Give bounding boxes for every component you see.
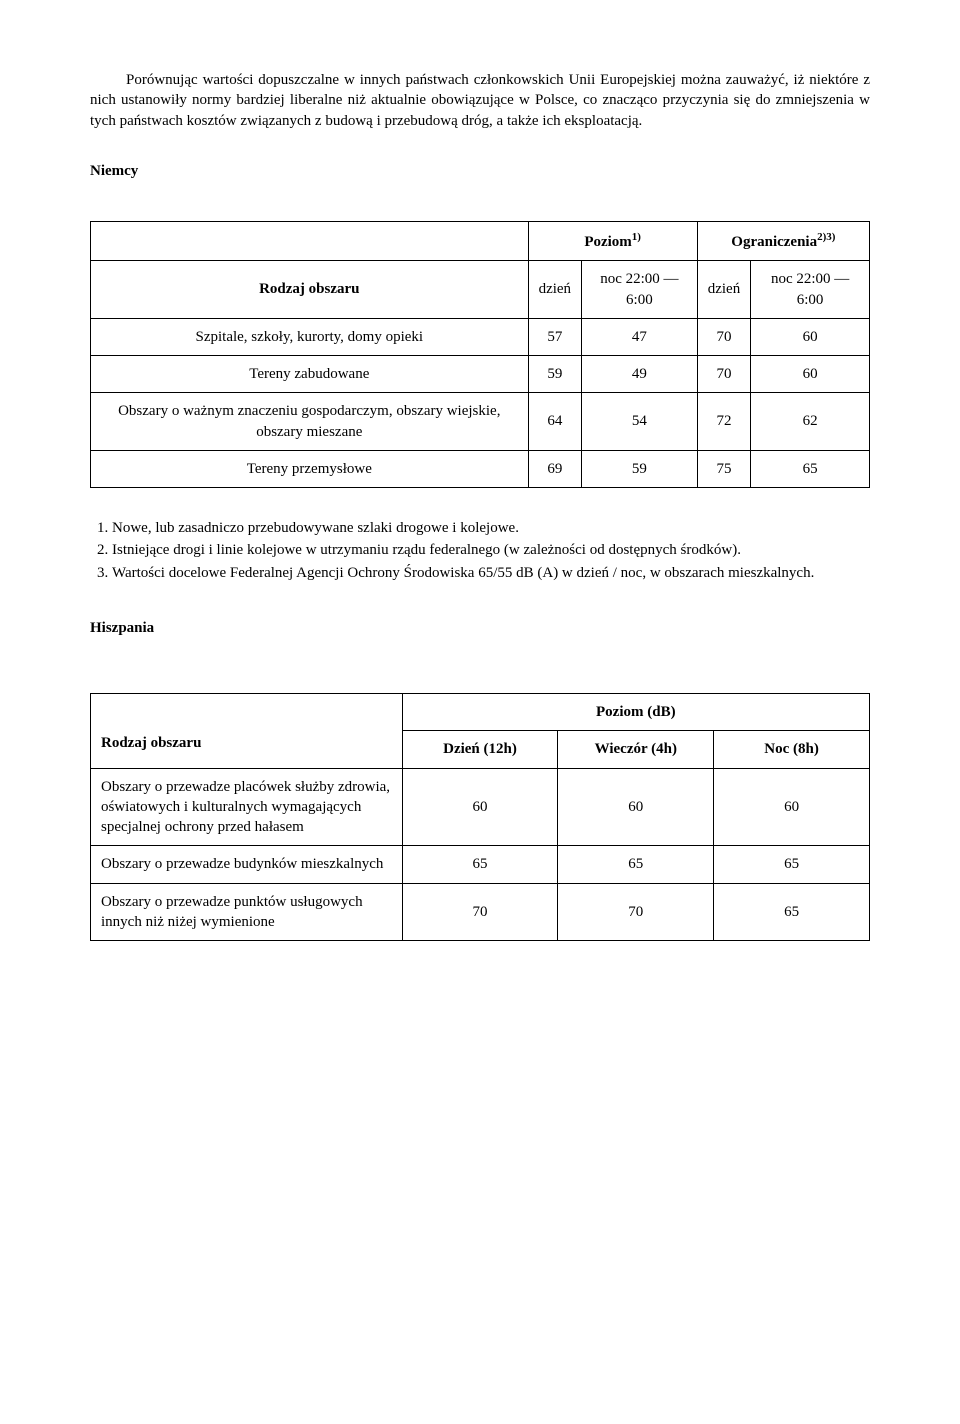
cell: 69 <box>528 450 581 487</box>
header-dzien: dzień <box>528 261 581 319</box>
header-rodzaj-obszaru: Rodzaj obszaru <box>91 694 403 769</box>
list-item: Nowe, lub zasadniczo przebudowywane szla… <box>112 518 870 538</box>
row-label: Tereny przemysłowe <box>91 450 529 487</box>
cell: 60 <box>751 318 870 355</box>
cell: 70 <box>402 883 558 941</box>
section-heading-niemcy: Niemcy <box>90 161 870 181</box>
cell: 75 <box>697 450 750 487</box>
notes-list: Nowe, lub zasadniczo przebudowywane szla… <box>90 518 870 583</box>
cell: 47 <box>582 318 698 355</box>
header-noc: Noc (8h) <box>714 731 870 768</box>
header-noc: noc 22:00 — 6:00 <box>751 261 870 319</box>
table-row: Obszary o przewadze punktów usługowych i… <box>91 883 870 941</box>
cell: 65 <box>558 846 714 883</box>
cell: 72 <box>697 393 750 451</box>
row-label: Obszary o przewadze placówek służby zdro… <box>91 768 403 846</box>
cell: 65 <box>402 846 558 883</box>
intro-paragraph: Porównując wartości dopuszczalne w innyc… <box>90 70 870 131</box>
header-dzien: Dzień (12h) <box>402 731 558 768</box>
row-label: Obszary o przewadze punktów usługowych i… <box>91 883 403 941</box>
cell: 57 <box>528 318 581 355</box>
row-label: Obszary o przewadze budynków mieszkalnyc… <box>91 846 403 883</box>
cell: 64 <box>528 393 581 451</box>
cell: 65 <box>714 846 870 883</box>
cell: 65 <box>751 450 870 487</box>
list-item: Wartości docelowe Federalnej Agencji Och… <box>112 563 870 583</box>
table-row: Obszary o przewadze placówek służby zdro… <box>91 768 870 846</box>
cell: 70 <box>558 883 714 941</box>
header-poziom: Poziom1) <box>528 222 697 261</box>
cell: 60 <box>714 768 870 846</box>
table-hiszpania: Rodzaj obszaru Poziom (dB) Dzień (12h) W… <box>90 693 870 941</box>
cell: 60 <box>558 768 714 846</box>
cell: 60 <box>751 356 870 393</box>
cell: 60 <box>402 768 558 846</box>
header-ograniczenia: Ograniczenia2)3) <box>697 222 869 261</box>
header-poziom-db: Poziom (dB) <box>402 694 869 731</box>
cell: 54 <box>582 393 698 451</box>
section-heading-hiszpania: Hiszpania <box>90 618 870 638</box>
header-noc: noc 22:00 — 6:00 <box>582 261 698 319</box>
table-row: Obszary o przewadze budynków mieszkalnyc… <box>91 846 870 883</box>
cell-empty <box>91 222 529 261</box>
cell: 62 <box>751 393 870 451</box>
list-item: Istniejące drogi i linie kolejowe w utrz… <box>112 540 870 560</box>
table-row: Obszary o ważnym znaczeniu gospodarczym,… <box>91 393 870 451</box>
table-row: Tereny przemysłowe 69 59 75 65 <box>91 450 870 487</box>
row-label: Obszary o ważnym znaczeniu gospodarczym,… <box>91 393 529 451</box>
table-row: Tereny zabudowane 59 49 70 60 <box>91 356 870 393</box>
cell: 59 <box>582 450 698 487</box>
header-wieczor: Wieczór (4h) <box>558 731 714 768</box>
cell: 59 <box>528 356 581 393</box>
cell: 65 <box>714 883 870 941</box>
header-rodzaj-obszaru: Rodzaj obszaru <box>91 261 529 319</box>
table-niemcy: Poziom1) Ograniczenia2)3) Rodzaj obszaru… <box>90 221 870 488</box>
cell: 70 <box>697 318 750 355</box>
cell: 70 <box>697 356 750 393</box>
row-label: Tereny zabudowane <box>91 356 529 393</box>
header-dzien: dzień <box>697 261 750 319</box>
cell: 49 <box>582 356 698 393</box>
row-label: Szpitale, szkoły, kurorty, domy opieki <box>91 318 529 355</box>
table-row: Szpitale, szkoły, kurorty, domy opieki 5… <box>91 318 870 355</box>
